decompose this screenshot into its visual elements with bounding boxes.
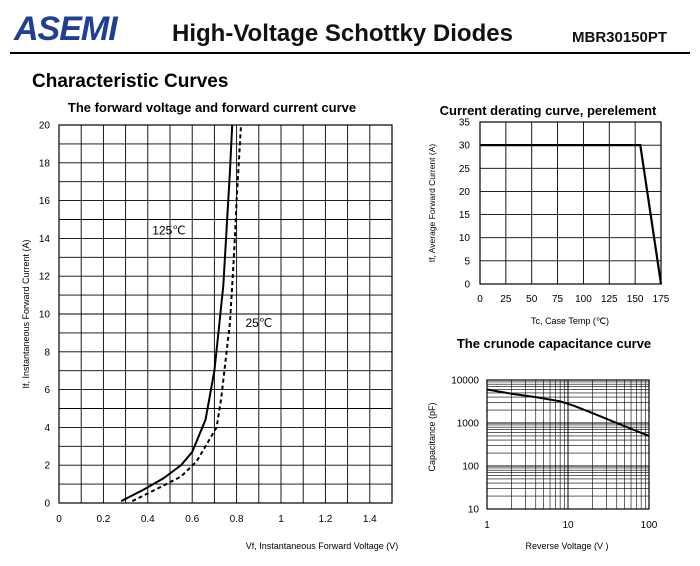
y-tick-label: 20 xyxy=(459,187,471,198)
y-tick-label: 8 xyxy=(44,347,50,358)
current-derating-chart: 0 25 50 75 100 125 150 175 0 5 10 15 20 25 30 35 xyxy=(459,118,670,306)
x-tick-label: 1.2 xyxy=(318,514,332,525)
x-tick-label: 25 xyxy=(500,294,512,305)
chart-title-derating: Current derating curve, perelement xyxy=(440,103,657,118)
y-tick-label: 10000 xyxy=(451,376,479,387)
page-title: High-Voltage Schottky Diodes xyxy=(172,20,513,47)
series-line-derating xyxy=(480,144,663,285)
y-tick-label: 14 xyxy=(39,234,51,245)
y-axis-label-derating: If, Average Forward Current (A) xyxy=(427,144,437,263)
y-tick-label: 5 xyxy=(464,256,470,267)
forward-voltage-chart: 0 0.2 0.4 0.6 0.8 1 1.2 1.4 0 2 4 6 8 10 12 14 16 18 20 125… xyxy=(39,121,393,525)
x-tick-label: 0.4 xyxy=(141,514,155,525)
y-tick-label: 1000 xyxy=(457,419,480,430)
y-tick-label: 100 xyxy=(462,462,479,473)
y-tick-label: 30 xyxy=(459,141,471,152)
x-tick-label: 0.6 xyxy=(185,514,199,525)
x-tick-label: 100 xyxy=(641,520,658,531)
section-title: Characteristic Curves xyxy=(32,71,229,92)
series-line-125℃ xyxy=(120,124,234,502)
x-tick-label: 10 xyxy=(562,520,574,531)
x-tick-label: 100 xyxy=(575,294,592,305)
x-tick-label: 50 xyxy=(526,294,538,305)
y-tick-label: 25 xyxy=(459,164,471,175)
y-axis-label-capacitance: Capacitance (pF) xyxy=(427,402,437,471)
x-tick-label: 1.4 xyxy=(363,514,377,525)
capacitance-chart: 1 10 100 10 100 1000 10000 xyxy=(451,376,658,532)
header-rule xyxy=(10,52,690,54)
y-tick-label: 6 xyxy=(44,385,50,396)
y-tick-label: 0 xyxy=(44,499,50,510)
y-tick-label: 10 xyxy=(468,505,480,516)
x-tick-label: 150 xyxy=(627,294,644,305)
chart-title-capacitance: The crunode capacitance curve xyxy=(457,336,651,351)
y-tick-label: 10 xyxy=(459,233,471,244)
x-axis-label-derating: Tc, Case Temp (℃) xyxy=(531,316,609,326)
x-tick-label: 175 xyxy=(653,294,670,305)
chart-title-forward: The forward voltage and forward current … xyxy=(68,100,356,115)
x-tick-label: 75 xyxy=(552,294,564,305)
y-tick-label: 18 xyxy=(39,158,51,169)
y-tick-label: 16 xyxy=(39,196,51,207)
x-axis-label-forward: Vf, Instantaneous Forward Voltage (V) xyxy=(246,541,399,551)
x-axis-label-capacitance: Reverse Voltage (V ) xyxy=(525,541,608,551)
plot-frame xyxy=(479,121,662,285)
y-tick-label: 10 xyxy=(39,310,51,321)
part-number: MBR30150PT xyxy=(572,29,668,46)
x-tick-label: 0.8 xyxy=(230,514,244,525)
series-annotation: 125℃ xyxy=(152,224,186,238)
x-tick-label: 125 xyxy=(601,294,618,305)
y-tick-label: 2 xyxy=(44,461,50,472)
brand-logo: ASEMI xyxy=(14,10,118,48)
series-line-25℃ xyxy=(131,124,242,502)
plot-frame xyxy=(486,379,650,510)
datasheet-header: ASEMI High-Voltage Schottky Diodes MBR30… xyxy=(0,0,700,54)
x-tick-label: 1 xyxy=(484,520,490,531)
y-axis-label-forward: If, Instantaneous Forward Current (A) xyxy=(21,239,31,388)
y-tick-label: 4 xyxy=(44,423,50,434)
y-tick-label: 0 xyxy=(464,280,470,291)
y-tick-label: 12 xyxy=(39,272,51,283)
y-tick-label: 15 xyxy=(459,210,471,221)
y-tick-label: 20 xyxy=(39,121,51,132)
plot-frame xyxy=(58,124,393,504)
x-tick-label: 0 xyxy=(56,514,62,525)
series-line-capacitance xyxy=(486,388,650,437)
y-tick-label: 35 xyxy=(459,118,471,129)
series-annotation: 25℃ xyxy=(245,316,272,330)
x-tick-label: 0 xyxy=(477,294,483,305)
x-tick-label: 0.2 xyxy=(96,514,110,525)
x-tick-label: 1 xyxy=(278,514,284,525)
